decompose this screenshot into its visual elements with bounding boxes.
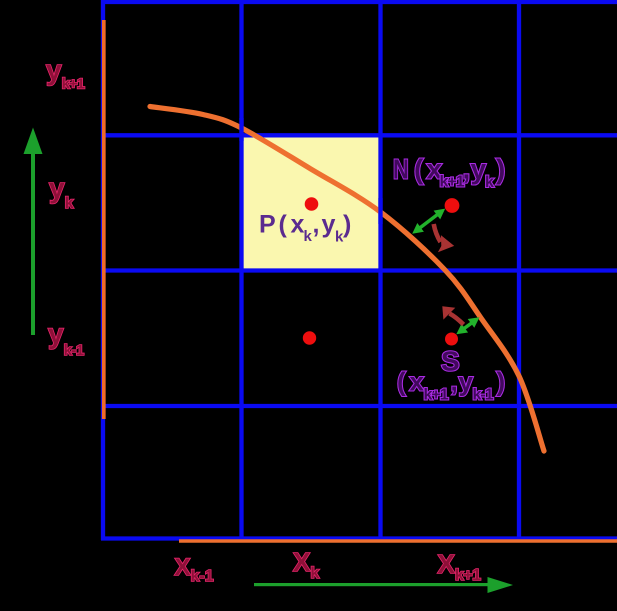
svg-text:P(xk,yk): P(xk,yk) xyxy=(259,211,351,246)
svg-text:(xk+1,yk-1): (xk+1 ,yk-1) xyxy=(397,367,505,404)
svg-text:(xk+1,yk): (xk+1,yk) xyxy=(414,154,505,192)
svg-text:S: S xyxy=(441,346,460,377)
svg-text:N: N xyxy=(393,154,409,185)
svg-text:Xk+1: Xk+1 xyxy=(438,549,482,584)
